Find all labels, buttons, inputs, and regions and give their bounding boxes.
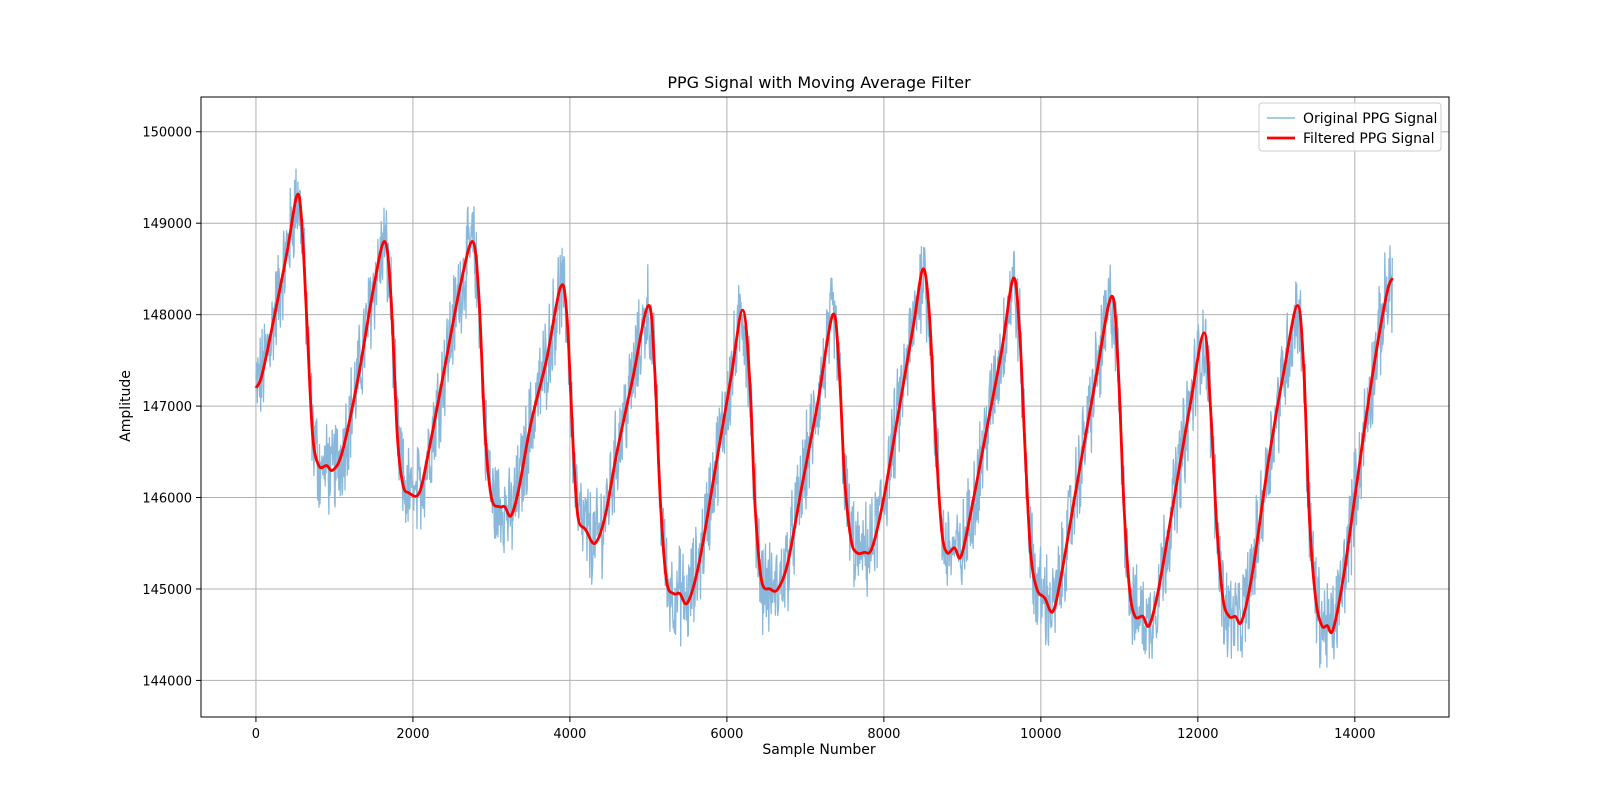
- y-tick-label: 145000: [142, 583, 192, 598]
- y-tick-label: 147000: [142, 400, 192, 415]
- y-axis: 144000 145000 146000 147000 148000 149000 1500…: [142, 126, 201, 689]
- y-axis-label: Amplitude: [118, 370, 134, 442]
- x-tick-label: 12000: [1177, 727, 1218, 742]
- x-tick-label: 10000: [1020, 727, 1061, 742]
- x-tick-label: 6000: [710, 727, 743, 742]
- legend-entry-label: Filtered PPG Signal: [1303, 131, 1435, 147]
- plot-area: [254, 168, 1394, 669]
- x-tick-label: 4000: [553, 727, 586, 742]
- x-axis-label: Sample Number: [762, 742, 875, 758]
- chart-title: PPG Signal with Moving Average Filter: [667, 73, 971, 92]
- y-tick-label: 146000: [142, 492, 192, 507]
- x-tick-label: 0: [252, 727, 260, 742]
- y-tick-label: 150000: [142, 126, 192, 141]
- y-tick-label: 149000: [142, 217, 192, 232]
- x-axis: 0 2000 4000 6000 8000 10000 12000 14000: [252, 717, 1375, 742]
- x-tick-label: 14000: [1334, 727, 1375, 742]
- plot-frame: [200, 96, 1450, 718]
- x-tick-label: 2000: [396, 727, 429, 742]
- legend-entry-label: Original PPG Signal: [1303, 111, 1437, 127]
- y-tick-label: 144000: [142, 674, 192, 689]
- legend-box: [1258, 102, 1442, 152]
- series-filtered-ppg-line: [254, 192, 1394, 635]
- x-tick-label: 8000: [867, 727, 900, 742]
- y-tick-label: 148000: [142, 309, 192, 324]
- grid: [201, 97, 1449, 717]
- legend: Original PPG Signal Filtered PPG Signal: [1258, 102, 1442, 152]
